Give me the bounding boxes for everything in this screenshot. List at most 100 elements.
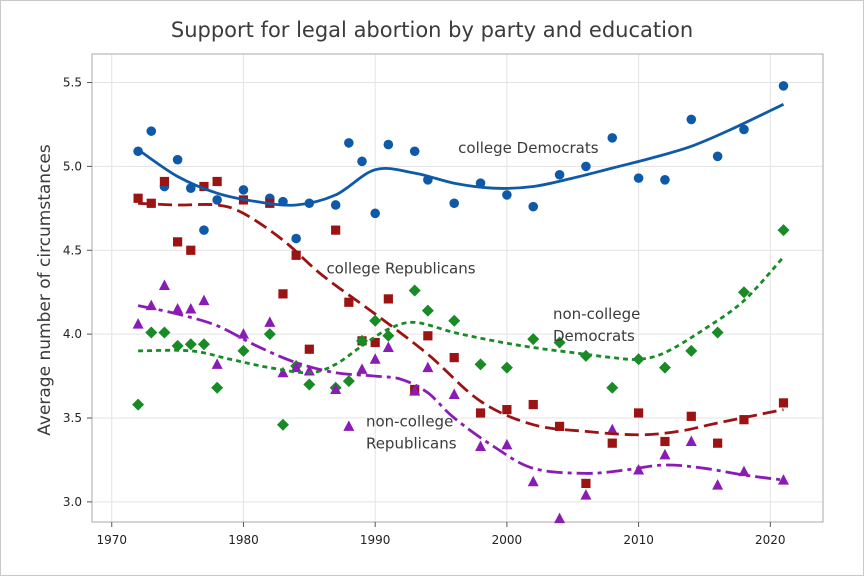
series-non-college-democrats <box>132 224 790 431</box>
data-point-non-college-democrats <box>553 336 566 349</box>
data-point-college-republicans <box>528 399 538 410</box>
x-tick-label: 2000 <box>492 533 523 547</box>
data-point-college-republicans <box>423 331 433 341</box>
data-point-college-democrats <box>199 225 209 235</box>
series-annotation: college Democrats <box>458 139 599 157</box>
data-point-college-republicans <box>686 411 696 421</box>
annotation-line: Democrats <box>553 327 635 345</box>
data-point-non-college-democrats <box>408 284 421 297</box>
x-tick-label: 2020 <box>755 533 786 547</box>
data-point-college-republicans <box>475 408 486 418</box>
series-college-democrats <box>133 81 789 244</box>
data-point-non-college-democrats <box>184 338 197 351</box>
data-point-college-democrats <box>409 146 420 157</box>
data-point-non-college-democrats <box>237 344 250 357</box>
data-point-non-college-democrats <box>527 333 540 346</box>
data-point-college-democrats <box>528 201 539 212</box>
data-point-college-democrats <box>581 161 591 172</box>
data-point-college-republicans <box>383 294 393 304</box>
data-point-non-college-democrats <box>500 361 513 374</box>
data-point-non-college-republicans <box>382 341 394 353</box>
data-point-non-college-republicans <box>685 435 697 446</box>
data-point-non-college-democrats <box>685 344 698 357</box>
data-point-college-democrats <box>660 175 670 185</box>
data-point-college-democrats <box>686 114 697 125</box>
data-point-college-democrats <box>212 195 222 205</box>
x-tick-label: 1970 <box>96 533 127 547</box>
data-point-non-college-republicans <box>659 448 671 460</box>
data-point-college-democrats <box>370 208 380 219</box>
series-annotation: non-college Republicans <box>366 412 457 452</box>
data-point-non-college-republicans <box>211 358 223 369</box>
data-point-non-college-democrats <box>158 326 171 339</box>
data-point-non-college-democrats <box>276 418 289 431</box>
data-point-non-college-republicans <box>527 475 539 487</box>
data-point-non-college-democrats <box>658 361 671 374</box>
data-point-non-college-republicans <box>356 363 368 374</box>
data-point-college-republicans <box>778 398 789 408</box>
data-point-college-republicans <box>291 250 301 260</box>
series-annotation: non-college Democrats <box>553 305 640 345</box>
data-point-non-college-republicans <box>264 316 276 327</box>
data-point-college-republicans <box>502 405 512 415</box>
trend-line-college-democrats <box>137 103 785 207</box>
data-point-college-republicans <box>133 193 143 203</box>
data-point-college-democrats <box>449 198 460 209</box>
data-point-non-college-republicans <box>422 361 434 373</box>
x-tick-label: 1980 <box>228 533 259 547</box>
y-tick-label: 4.5 <box>63 243 82 257</box>
data-point-non-college-republicans <box>303 365 315 376</box>
annotation-line: college Democrats <box>458 139 599 157</box>
x-tick-label: 2010 <box>623 533 654 547</box>
data-point-non-college-republicans <box>237 328 249 339</box>
y-tick-label: 3.5 <box>63 411 82 425</box>
data-point-college-republicans <box>331 225 341 235</box>
data-point-non-college-republicans <box>712 479 724 490</box>
data-point-non-college-republicans <box>409 385 421 396</box>
series-annotation: college Republicans <box>326 260 475 278</box>
annotation-line: college Republicans <box>326 260 475 278</box>
data-point-college-republicans <box>581 478 591 489</box>
data-point-non-college-democrats <box>171 339 184 352</box>
data-point-non-college-democrats <box>777 224 790 237</box>
data-point-college-republicans <box>199 181 209 192</box>
x-tick-label: 1990 <box>360 533 391 547</box>
data-point-non-college-republicans <box>330 383 342 394</box>
data-point-college-democrats <box>739 124 749 135</box>
data-point-non-college-democrats <box>632 353 645 366</box>
data-point-non-college-republicans <box>277 366 289 378</box>
data-point-college-democrats <box>172 154 183 165</box>
data-point-non-college-democrats <box>145 326 158 339</box>
data-point-non-college-republicans <box>777 474 789 485</box>
annotation-line: non-college <box>366 412 453 430</box>
data-point-college-republicans <box>159 176 170 187</box>
data-point-college-republicans <box>607 438 617 448</box>
annotation-line: non-college <box>553 305 640 323</box>
data-point-non-college-republicans <box>198 294 210 306</box>
data-point-non-college-democrats <box>382 329 395 342</box>
data-point-college-democrats <box>778 81 789 91</box>
data-point-college-republicans <box>660 436 670 447</box>
data-point-college-democrats <box>185 183 196 193</box>
plot-border <box>91 53 824 523</box>
data-point-college-democrats <box>554 169 565 180</box>
data-point-non-college-democrats <box>606 381 619 394</box>
data-point-college-republicans <box>186 245 196 255</box>
data-point-college-democrats <box>357 156 367 167</box>
y-tick-label: 5.5 <box>63 76 82 90</box>
plot-area: 1970 1980 1990 2000 2010 2020 3.0 3.5 4.0 4.5 5.0 5… <box>63 53 824 547</box>
data-point-college-republicans <box>278 289 288 299</box>
data-point-non-college-republicans <box>501 438 513 450</box>
data-point-college-democrats <box>291 233 301 244</box>
trend-line-non-college-republicans <box>137 304 784 482</box>
data-point-college-republicans <box>634 408 644 418</box>
data-point-college-democrats <box>383 139 394 150</box>
y-tick-label: 5.0 <box>63 159 82 173</box>
data-point-non-college-republicans <box>172 302 184 314</box>
data-point-college-democrats <box>238 185 249 195</box>
trend-line-college-republicans <box>138 201 784 437</box>
y-tick-label: 4.0 <box>63 327 82 341</box>
data-point-non-college-democrats <box>421 304 434 317</box>
data-point-non-college-republicans <box>158 279 170 290</box>
data-point-non-college-republicans <box>580 489 592 500</box>
